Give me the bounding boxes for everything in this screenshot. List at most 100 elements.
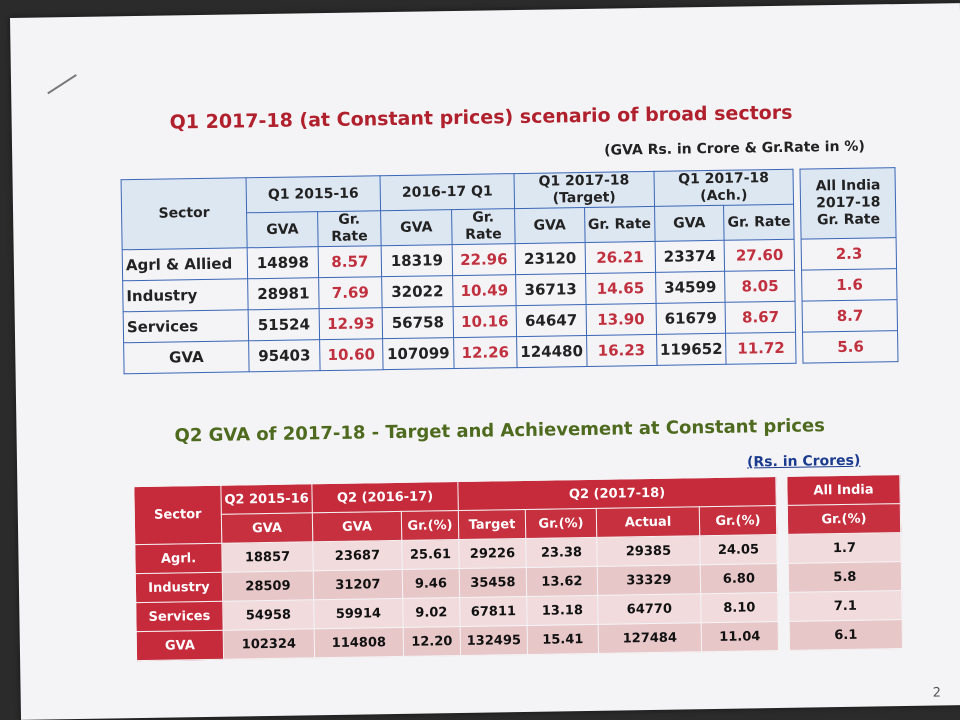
gr-rate-value: 10.16 — [453, 305, 517, 338]
table-cell: 102324 — [223, 628, 315, 660]
gr-rate-value: 10.60 — [319, 338, 384, 371]
table-cell: 54958 — [222, 599, 315, 631]
gva-value: 95403 — [248, 339, 321, 372]
sector-label: Agrl & Allied — [122, 247, 248, 281]
gr-rate-value: 8.05 — [724, 270, 796, 303]
q2-gva-table: Sector Q2 2015-16 Q2 (2016-17) Q2 (2017-… — [133, 474, 903, 661]
table-cell: 23.38 — [525, 537, 598, 568]
sector-label: Industry — [122, 278, 249, 312]
gva-value: 28981 — [247, 277, 320, 310]
sector-label: GVA — [123, 340, 250, 374]
gr-rate-value: 8.57 — [318, 245, 382, 278]
sector-label: Agrl. — [134, 543, 223, 574]
sector-label: Services — [135, 601, 224, 632]
table-cell: 24.05 — [699, 534, 778, 565]
gva-value: 124480 — [516, 335, 587, 368]
header-gva: GVA — [514, 207, 585, 244]
header-gva: GVA — [312, 511, 402, 542]
section1-title: Q1 2017-18 (at Constant prices) scenario… — [169, 101, 793, 134]
table-cell: 8.10 — [700, 592, 779, 623]
gr-rate-value: 13.90 — [585, 303, 657, 336]
table-cell: 59914 — [313, 598, 404, 629]
header-sector: Sector — [133, 485, 222, 545]
all-india-value: 8.7 — [802, 299, 898, 333]
gva-value: 51524 — [248, 308, 320, 341]
header-gva: GVA — [654, 205, 725, 242]
table-cell: 114808 — [314, 627, 404, 658]
gr-rate-value: 16.23 — [586, 334, 657, 367]
header-all-india: All India 2017-18 Gr. Rate — [800, 167, 897, 240]
table-cell: 12.20 — [403, 626, 461, 657]
header-group-q1-2017-18-ach: Q1 2017-18 (Ach.) — [653, 169, 794, 207]
gr-rate-value: 22.96 — [452, 243, 516, 276]
table-cell: 64770 — [597, 593, 702, 625]
table-cell: 6.80 — [700, 563, 778, 594]
all-india-value: 5.6 — [802, 330, 899, 364]
all-india-value: 6.1 — [789, 619, 903, 651]
gr-rate-value: 8.67 — [725, 301, 796, 334]
gva-value: 36713 — [515, 273, 586, 306]
header-actual: Actual — [596, 506, 700, 538]
table-cell: 18857 — [221, 541, 314, 573]
sector-label: Industry — [135, 572, 223, 603]
paperclip-mark — [47, 74, 77, 95]
table-cell: 23687 — [312, 540, 403, 571]
header-gr-rate: Gr. Rate — [317, 210, 382, 247]
header-group-q1-2017-18-target: Q1 2017-18 (Target) — [514, 171, 655, 209]
gva-value: 32022 — [381, 275, 454, 308]
section2-unit-note: (Rs. in Crores) — [746, 452, 861, 471]
table-cell: 28509 — [222, 570, 314, 602]
all-india-value: 1.7 — [787, 532, 902, 564]
table-cell: 31207 — [313, 569, 403, 600]
gva-value: 64647 — [516, 304, 587, 337]
gva-value: 61679 — [655, 302, 726, 335]
header-group-q1-2015-16: Q1 2015-16 — [246, 175, 381, 213]
header-gr: Gr.(%) — [525, 508, 597, 539]
table-cell: 127484 — [598, 622, 702, 654]
table-cell: 13.18 — [526, 595, 599, 626]
header-gr: Gr.(%) — [401, 510, 459, 541]
gr-rate-value: 11.72 — [725, 332, 797, 365]
header-all-india: All India — [786, 474, 901, 506]
gva-value: 23374 — [654, 240, 725, 273]
page-number: 2 — [932, 685, 942, 701]
gr-rate-value: 26.21 — [584, 241, 656, 274]
sector-label: GVA — [136, 630, 224, 661]
header-all-india-gr: Gr.(%) — [787, 503, 901, 535]
header-gr-rate: Gr. Rate — [584, 206, 655, 243]
header-gva: GVA — [380, 209, 453, 246]
header-group-q2-2016-17: Q2 (2016-17) — [311, 481, 459, 513]
header-group-2016-17-q1: 2016-17 Q1 — [380, 173, 515, 211]
gr-rate-value: 27.60 — [724, 239, 795, 272]
all-india-value: 7.1 — [788, 590, 903, 622]
gva-value: 14898 — [247, 246, 319, 279]
slide: Q1 2017-18 (at Constant prices) scenario… — [10, 3, 960, 720]
table-cell: 67811 — [459, 596, 528, 627]
q1-sector-table: Sector Q1 2015-16 2016-17 Q1 Q1 2017-18 … — [121, 167, 899, 374]
sector-label: Services — [123, 309, 249, 343]
table-cell: 11.04 — [701, 621, 779, 652]
gva-value: 119652 — [656, 333, 727, 366]
table-cell: 35458 — [459, 567, 527, 598]
all-india-value: 1.6 — [801, 268, 898, 302]
table-cell: 29385 — [596, 535, 701, 567]
gva-value: 34599 — [655, 271, 726, 304]
gva-value: 18319 — [381, 244, 453, 277]
header-gr-rate: Gr. Rate — [723, 204, 795, 241]
gva-value: 56758 — [382, 306, 454, 339]
table-cell: 132495 — [460, 625, 528, 656]
table-cell: 29226 — [458, 538, 527, 569]
table-cell: 33329 — [597, 564, 701, 596]
header-sector: Sector — [121, 177, 248, 250]
header-gva: GVA — [246, 211, 319, 248]
table-cell: 25.61 — [401, 539, 460, 570]
table-cell: 9.02 — [402, 597, 461, 628]
table-cell: 13.62 — [526, 566, 598, 597]
gr-rate-value: 14.65 — [585, 272, 656, 305]
gr-rate-value: 7.69 — [318, 276, 383, 309]
header-group-q2-2015-16: Q2 2015-16 — [220, 483, 313, 515]
section1-unit-note: (GVA Rs. in Crore & Gr.Rate in %) — [604, 138, 865, 159]
all-india-value: 5.8 — [788, 561, 902, 593]
header-gr-rate: Gr. Rate — [451, 208, 516, 245]
gr-rate-value: 10.49 — [452, 274, 517, 307]
